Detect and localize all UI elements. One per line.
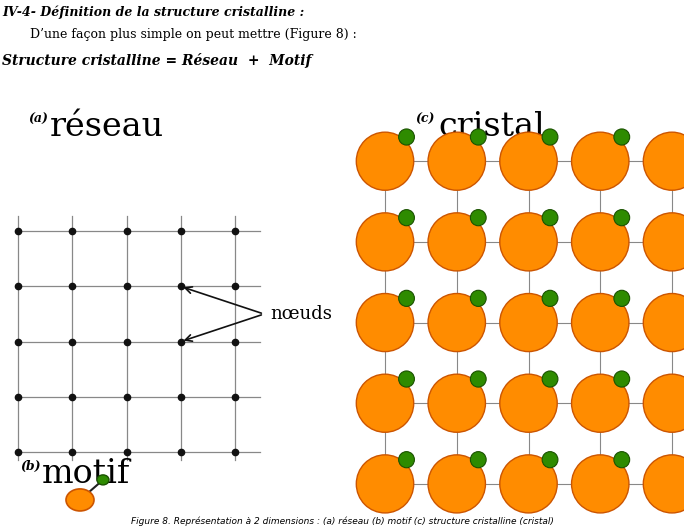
- Ellipse shape: [356, 132, 414, 190]
- Ellipse shape: [500, 213, 557, 271]
- Ellipse shape: [399, 129, 415, 145]
- Ellipse shape: [500, 374, 557, 433]
- Text: motif: motif: [42, 458, 130, 490]
- Text: (b): (b): [20, 460, 40, 473]
- Ellipse shape: [428, 374, 486, 433]
- Ellipse shape: [471, 371, 486, 387]
- Ellipse shape: [399, 452, 415, 468]
- Ellipse shape: [428, 294, 486, 352]
- Ellipse shape: [643, 374, 684, 433]
- Text: Structure cristalline = Réseau  +  Motif: Structure cristalline = Réseau + Motif: [2, 53, 311, 68]
- Ellipse shape: [356, 213, 414, 271]
- Ellipse shape: [500, 132, 557, 190]
- Ellipse shape: [399, 371, 415, 387]
- Ellipse shape: [572, 455, 629, 513]
- Ellipse shape: [572, 132, 629, 190]
- Ellipse shape: [471, 129, 486, 145]
- Ellipse shape: [97, 475, 109, 485]
- Ellipse shape: [542, 452, 558, 468]
- Ellipse shape: [572, 213, 629, 271]
- Ellipse shape: [66, 489, 94, 511]
- Ellipse shape: [428, 455, 486, 513]
- Ellipse shape: [542, 129, 558, 145]
- Text: nœuds: nœuds: [270, 305, 332, 323]
- Ellipse shape: [614, 452, 630, 468]
- Ellipse shape: [542, 371, 558, 387]
- Ellipse shape: [356, 374, 414, 433]
- Ellipse shape: [356, 455, 414, 513]
- Ellipse shape: [643, 213, 684, 271]
- Ellipse shape: [542, 290, 558, 306]
- Ellipse shape: [399, 210, 415, 226]
- Ellipse shape: [614, 290, 630, 306]
- Ellipse shape: [471, 290, 486, 306]
- Text: cristal: cristal: [438, 111, 544, 143]
- Ellipse shape: [643, 132, 684, 190]
- Ellipse shape: [643, 455, 684, 513]
- Ellipse shape: [500, 294, 557, 352]
- Ellipse shape: [614, 129, 630, 145]
- Text: Figure 8. Représentation à 2 dimensions : (a) réseau (b) motif (c) structure cri: Figure 8. Représentation à 2 dimensions …: [131, 517, 553, 526]
- Ellipse shape: [643, 294, 684, 352]
- Ellipse shape: [614, 371, 630, 387]
- Ellipse shape: [542, 210, 558, 226]
- Ellipse shape: [428, 213, 486, 271]
- Ellipse shape: [614, 210, 630, 226]
- Ellipse shape: [399, 290, 415, 306]
- Ellipse shape: [471, 210, 486, 226]
- Ellipse shape: [500, 455, 557, 513]
- Ellipse shape: [572, 294, 629, 352]
- Ellipse shape: [471, 452, 486, 468]
- Ellipse shape: [572, 374, 629, 433]
- Text: D’une façon plus simple on peut mettre (Figure 8) :: D’une façon plus simple on peut mettre (…: [30, 28, 357, 41]
- Ellipse shape: [428, 132, 486, 190]
- Ellipse shape: [356, 294, 414, 352]
- Text: IV-4- Définition de la structure cristalline :: IV-4- Définition de la structure cristal…: [2, 5, 304, 19]
- Text: (c): (c): [415, 113, 434, 126]
- Text: (a): (a): [28, 113, 48, 126]
- Text: réseau: réseau: [50, 111, 164, 143]
